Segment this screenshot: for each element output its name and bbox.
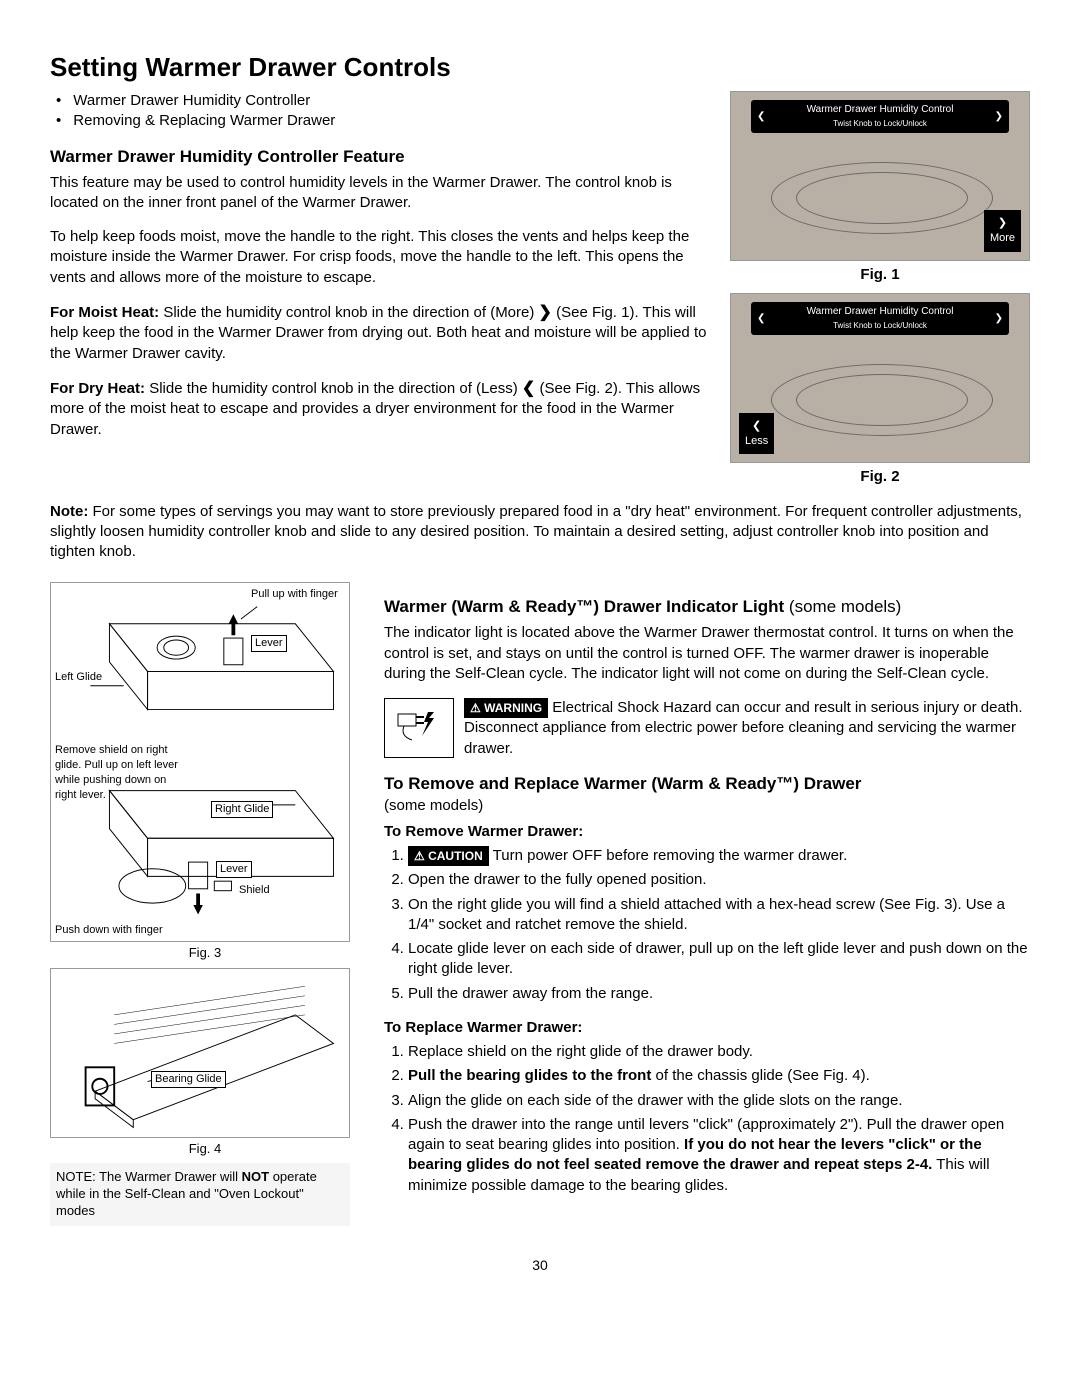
figure-4: Bearing Glide bbox=[50, 968, 350, 1138]
text-run: Slide the humidity control knob in the d… bbox=[163, 304, 538, 321]
figure-caption: Fig. 3 bbox=[50, 944, 360, 962]
figure-2: ❮ Warmer Drawer Humidity Control Twist K… bbox=[730, 293, 1030, 463]
badge-text: More bbox=[990, 231, 1015, 246]
caution-badge: CAUTION bbox=[408, 846, 489, 866]
fig3-label-lever: Lever bbox=[251, 635, 287, 652]
sub-heading: To Replace Warmer Drawer: bbox=[384, 1018, 1030, 1038]
label: For Moist Heat: bbox=[50, 304, 159, 321]
chevron-left-icon: ❮ bbox=[752, 419, 761, 434]
text-run: of the chassis glide (See Fig. 4). bbox=[651, 1067, 869, 1084]
text-run: Slide the humidity control knob in the d… bbox=[149, 380, 522, 397]
chevron-left-icon: ❮ bbox=[522, 378, 535, 400]
paragraph: The indicator light is located above the… bbox=[384, 623, 1030, 684]
paragraph: For Dry Heat: Slide the humidity control… bbox=[50, 378, 710, 440]
figure-caption: Fig. 4 bbox=[50, 1140, 360, 1158]
bar-subtitle: Twist Knob to Lock/Unlock bbox=[833, 119, 927, 128]
drawer-lockout-note: NOTE: The Warmer Drawer will NOT operate… bbox=[50, 1163, 350, 1226]
fig3-label-rightglide: Right Glide bbox=[211, 801, 273, 818]
page-title: Setting Warmer Drawer Controls bbox=[50, 50, 1030, 85]
figure-3: Pull up with finger Lever Left Glide Rem… bbox=[50, 582, 350, 942]
chevron-right-icon: ❯ bbox=[995, 312, 1003, 326]
figure-caption: Fig. 2 bbox=[730, 467, 1030, 487]
bar-title: Warmer Drawer Humidity Control bbox=[807, 306, 954, 317]
bar-subtitle: Twist Knob to Lock/Unlock bbox=[833, 321, 927, 330]
sub-heading: To Remove Warmer Drawer: bbox=[384, 822, 1030, 842]
chevron-left-icon: ❮ bbox=[757, 110, 765, 124]
list-item: Push the drawer into the range until lev… bbox=[408, 1115, 1030, 1196]
plug-shock-icon bbox=[384, 698, 454, 758]
section-heading: Warmer Drawer Humidity Controller Featur… bbox=[50, 146, 710, 169]
text-run: Turn power OFF before removing the warme… bbox=[493, 847, 848, 864]
text-bold: NOT bbox=[242, 1169, 269, 1184]
list-item: Align the glide on each side of the draw… bbox=[408, 1091, 1030, 1111]
humidity-control-bar: ❮ Warmer Drawer Humidity Control Twist K… bbox=[751, 302, 1009, 335]
chevron-left-icon: ❮ bbox=[757, 312, 765, 326]
paragraph: For Moist Heat: Slide the humidity contr… bbox=[50, 302, 710, 364]
paragraph: To help keep foods moist, move the handl… bbox=[50, 227, 710, 288]
heading-text: Warmer (Warm & Ready™) Drawer Indicator … bbox=[384, 597, 784, 616]
list-item: Pull the drawer away from the range. bbox=[408, 984, 1030, 1004]
page-number: 30 bbox=[50, 1256, 1030, 1275]
list-item: Locate glide lever on each side of drawe… bbox=[408, 939, 1030, 980]
fig3-label-remove: Remove shield on right glide. Pull up on… bbox=[55, 743, 185, 802]
list-item: Open the drawer to the fully opened posi… bbox=[408, 870, 1030, 890]
more-badge: ❯ More bbox=[984, 210, 1021, 252]
fig3-label-pushdown: Push down with finger bbox=[55, 923, 163, 938]
warning-block: WARNING Electrical Shock Hazard can occu… bbox=[384, 698, 1030, 759]
list-item: Replace shield on the right glide of the… bbox=[408, 1042, 1030, 1062]
figure-1: ❮ Warmer Drawer Humidity Control Twist K… bbox=[730, 91, 1030, 261]
intro-bullet-list: Warmer Drawer Humidity Controller Removi… bbox=[56, 91, 710, 132]
replace-steps: Replace shield on the right glide of the… bbox=[384, 1042, 1030, 1196]
list-item: Removing & Replacing Warmer Drawer bbox=[56, 111, 710, 131]
chevron-right-icon: ❯ bbox=[539, 302, 552, 324]
list-item: Pull the bearing glides to the front of … bbox=[408, 1066, 1030, 1086]
warning-badge: WARNING bbox=[464, 698, 548, 718]
heading-qualifier: (some models) bbox=[784, 597, 901, 616]
section-heading: To Remove and Replace Warmer (Warm & Rea… bbox=[384, 773, 1030, 796]
section-heading: Warmer (Warm & Ready™) Drawer Indicator … bbox=[384, 596, 1030, 619]
badge-text: Less bbox=[745, 434, 768, 449]
text-run: NOTE: The Warmer Drawer will bbox=[56, 1169, 242, 1184]
text-run: Electrical Shock Hazard can occur and re… bbox=[464, 699, 1023, 757]
humidity-control-bar: ❮ Warmer Drawer Humidity Control Twist K… bbox=[751, 100, 1009, 133]
list-item: Warmer Drawer Humidity Controller bbox=[56, 91, 710, 111]
bar-title: Warmer Drawer Humidity Control bbox=[807, 104, 954, 115]
figure-caption: Fig. 1 bbox=[730, 265, 1030, 285]
remove-steps: CAUTION Turn power OFF before removing t… bbox=[384, 846, 1030, 1004]
fig3-label-shield: Shield bbox=[239, 883, 270, 898]
list-item: On the right glide you will find a shiel… bbox=[408, 895, 1030, 936]
warning-text: WARNING Electrical Shock Hazard can occu… bbox=[464, 698, 1030, 759]
chevron-right-icon: ❯ bbox=[995, 110, 1003, 124]
less-badge: ❮ Less bbox=[739, 413, 774, 455]
fig3-label-lever2: Lever bbox=[216, 861, 252, 878]
note-label: Note: bbox=[50, 503, 88, 520]
heading-qualifier: (some models) bbox=[384, 796, 1030, 816]
paragraph: This feature may be used to control humi… bbox=[50, 173, 710, 214]
fig3-label-pullup: Pull up with finger bbox=[251, 587, 338, 602]
label: For Dry Heat: bbox=[50, 380, 145, 397]
fig4-label: Bearing Glide bbox=[151, 1071, 226, 1088]
note-paragraph: Note: For some types of servings you may… bbox=[50, 502, 1030, 563]
chevron-right-icon: ❯ bbox=[998, 216, 1007, 231]
text-bold: Pull the bearing glides to the front bbox=[408, 1067, 651, 1084]
fig3-label-leftglide: Left Glide bbox=[55, 670, 102, 685]
text-run: For some types of servings you may want … bbox=[50, 503, 1022, 561]
list-item: CAUTION Turn power OFF before removing t… bbox=[408, 846, 1030, 866]
